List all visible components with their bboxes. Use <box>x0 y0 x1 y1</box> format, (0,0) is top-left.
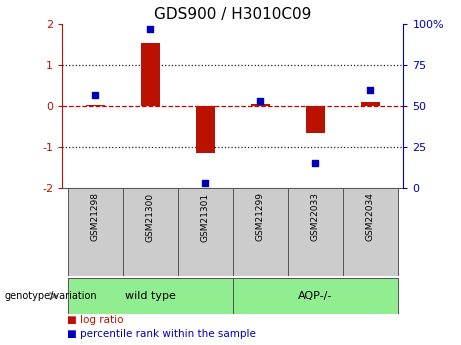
Bar <box>361 102 380 106</box>
Text: ■ percentile rank within the sample: ■ percentile rank within the sample <box>67 329 256 339</box>
Text: GSM21298: GSM21298 <box>91 193 100 242</box>
Bar <box>251 104 270 106</box>
Text: ■ log ratio: ■ log ratio <box>67 315 124 325</box>
Text: GSM21300: GSM21300 <box>146 193 155 242</box>
Bar <box>86 105 105 106</box>
Text: wild type: wild type <box>125 291 176 301</box>
Bar <box>306 106 325 133</box>
Text: AQP-/-: AQP-/- <box>298 291 332 301</box>
Bar <box>288 188 343 276</box>
Bar <box>195 106 215 153</box>
Point <box>312 161 319 166</box>
Point <box>366 87 374 92</box>
Bar <box>233 278 398 314</box>
Point <box>257 98 264 104</box>
Text: GSM22034: GSM22034 <box>366 193 375 241</box>
Text: GSM22033: GSM22033 <box>311 193 320 242</box>
Point <box>201 180 209 186</box>
Text: genotype/variation: genotype/variation <box>5 291 97 301</box>
Text: GSM21299: GSM21299 <box>256 193 265 242</box>
Bar <box>233 188 288 276</box>
Point <box>92 92 99 97</box>
Bar <box>68 188 123 276</box>
Text: GSM21301: GSM21301 <box>201 193 210 242</box>
Point <box>147 26 154 32</box>
Bar <box>68 278 233 314</box>
Bar <box>178 188 233 276</box>
Title: GDS900 / H3010C09: GDS900 / H3010C09 <box>154 7 312 22</box>
Bar <box>123 188 178 276</box>
Bar <box>343 188 398 276</box>
Bar <box>141 42 160 106</box>
